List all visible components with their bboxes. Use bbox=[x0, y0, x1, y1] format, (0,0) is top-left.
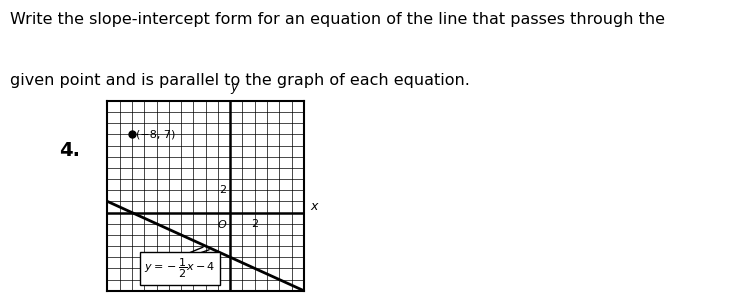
Text: 4.: 4. bbox=[59, 141, 80, 160]
Text: Write the slope-intercept form for an equation of the line that passes through t: Write the slope-intercept form for an eq… bbox=[10, 12, 665, 27]
Text: (−8, 7): (−8, 7) bbox=[136, 129, 175, 140]
Text: O: O bbox=[218, 220, 227, 230]
Text: y: y bbox=[230, 81, 238, 94]
Text: 2: 2 bbox=[219, 185, 226, 195]
Text: x: x bbox=[310, 200, 317, 214]
Text: $y = -\dfrac{1}{2}x - 4$: $y = -\dfrac{1}{2}x - 4$ bbox=[144, 257, 216, 280]
Text: 2: 2 bbox=[251, 219, 259, 229]
Text: given point and is parallel to the graph of each equation.: given point and is parallel to the graph… bbox=[10, 73, 470, 88]
